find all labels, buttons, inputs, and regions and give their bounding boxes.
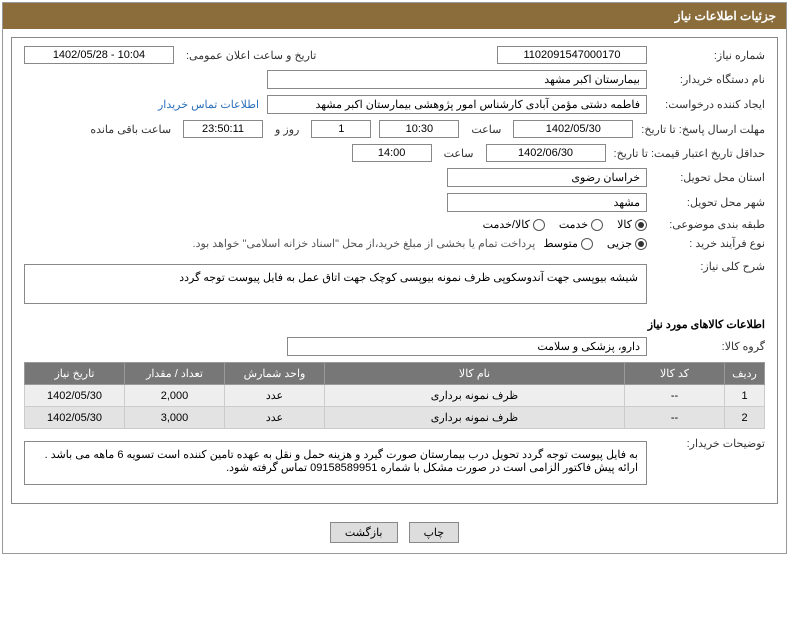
th-unit: واحد شمارش bbox=[225, 363, 325, 385]
table-row: 2--ظرف نمونه برداریعدد3,0001402/05/30 bbox=[25, 407, 765, 429]
th-date: تاریخ نیاز bbox=[25, 363, 125, 385]
table-cell: 2 bbox=[725, 407, 765, 429]
page-title: جزئیات اطلاعات نیاز bbox=[675, 9, 776, 23]
th-name: نام کالا bbox=[325, 363, 625, 385]
th-code: کد کالا bbox=[625, 363, 725, 385]
requester-label: ایجاد کننده درخواست: bbox=[655, 98, 765, 111]
content-panel: شماره نیاز: 1102091547000170 تاریخ و ساع… bbox=[11, 37, 778, 504]
group-label: گروه کالا: bbox=[655, 340, 765, 353]
requester-field: فاطمه دشتی مؤمن آبادی کارشناس امور پژوهش… bbox=[267, 95, 647, 114]
deadline-label: مهلت ارسال پاسخ: تا تاریخ: bbox=[641, 123, 765, 136]
table-cell: -- bbox=[625, 385, 725, 407]
category-radio-group: کالا خدمت کالا/خدمت bbox=[483, 218, 647, 231]
desc-label: شرح کلی نیاز: bbox=[655, 260, 765, 273]
radio-service-icon bbox=[591, 219, 603, 231]
city-field: مشهد bbox=[447, 193, 647, 212]
days-count-field: 1 bbox=[311, 120, 371, 138]
radio-partial-label: جزیی bbox=[607, 237, 632, 250]
validity-time-field: 14:00 bbox=[352, 144, 432, 162]
city-label: شهر محل تحویل: bbox=[655, 196, 765, 209]
table-cell: عدد bbox=[225, 407, 325, 429]
radio-both-label: کالا/خدمت bbox=[483, 218, 530, 231]
table-cell: 1402/05/30 bbox=[25, 407, 125, 429]
validity-date-field: 1402/06/30 bbox=[486, 144, 606, 162]
buyer-org-field: بیمارستان اکبر مشهد bbox=[267, 70, 647, 89]
validity-label: حداقل تاریخ اعتبار قیمت: تا تاریخ: bbox=[614, 147, 765, 160]
table-cell: 1402/05/30 bbox=[25, 385, 125, 407]
time-word-1: ساعت bbox=[467, 123, 505, 136]
table-cell: 1 bbox=[725, 385, 765, 407]
remain-time-field: 23:50:11 bbox=[183, 120, 263, 138]
province-field: خراسان رضوی bbox=[447, 168, 647, 187]
page-title-bar: جزئیات اطلاعات نیاز bbox=[3, 3, 786, 29]
radio-goods[interactable]: کالا bbox=[617, 218, 647, 231]
table-cell: عدد bbox=[225, 385, 325, 407]
group-field: دارو، پزشکی و سلامت bbox=[287, 337, 647, 356]
request-no-label: شماره نیاز: bbox=[655, 49, 765, 62]
deadline-date-field: 1402/05/30 bbox=[513, 120, 633, 138]
process-label: نوع فرآیند خرید : bbox=[655, 237, 765, 250]
time-word-2: ساعت bbox=[440, 147, 478, 160]
table-cell: 3,000 bbox=[125, 407, 225, 429]
buyer-notes-text: به فایل پیوست توجه گردد تحویل درب بیمارس… bbox=[45, 449, 638, 474]
radio-medium[interactable]: متوسط bbox=[543, 237, 593, 250]
process-radio-group: جزیی متوسط bbox=[543, 237, 647, 250]
announce-label: تاریخ و ساعت اعلان عمومی: bbox=[182, 49, 320, 62]
table-header-row: ردیف کد کالا نام کالا واحد شمارش تعداد /… bbox=[25, 363, 765, 385]
desc-text: شیشه بیوپسی جهت آندوسکوپی ظرف نمونه بیوپ… bbox=[179, 272, 638, 284]
th-row: ردیف bbox=[725, 363, 765, 385]
radio-medium-icon bbox=[581, 238, 593, 250]
radio-medium-label: متوسط bbox=[543, 237, 578, 250]
process-note: پرداخت تمام یا بخشی از مبلغ خرید،از محل … bbox=[193, 237, 536, 250]
radio-partial-icon bbox=[635, 238, 647, 250]
radio-goods-icon bbox=[635, 219, 647, 231]
request-no-field: 1102091547000170 bbox=[497, 46, 647, 64]
th-qty: تعداد / مقدار bbox=[125, 363, 225, 385]
table-cell: -- bbox=[625, 407, 725, 429]
print-button[interactable]: چاپ bbox=[409, 522, 460, 543]
table-cell: ظرف نمونه برداری bbox=[325, 385, 625, 407]
deadline-time-field: 10:30 bbox=[379, 120, 459, 138]
buyer-org-label: نام دستگاه خریدار: bbox=[655, 73, 765, 86]
radio-service-label: خدمت bbox=[559, 218, 588, 231]
table-cell: ظرف نمونه برداری bbox=[325, 407, 625, 429]
contact-link[interactable]: اطلاعات تماس خریدار bbox=[158, 98, 259, 111]
buyer-notes-label: توضیحات خریدار: bbox=[655, 437, 765, 450]
table-cell: 2,000 bbox=[125, 385, 225, 407]
radio-both-icon bbox=[533, 219, 545, 231]
items-table: ردیف کد کالا نام کالا واحد شمارش تعداد /… bbox=[24, 362, 765, 429]
radio-goods-label: کالا bbox=[617, 218, 632, 231]
table-row: 1--ظرف نمونه برداریعدد2,0001402/05/30 bbox=[25, 385, 765, 407]
radio-partial[interactable]: جزیی bbox=[607, 237, 647, 250]
province-label: استان محل تحویل: bbox=[655, 171, 765, 184]
radio-service[interactable]: خدمت bbox=[559, 218, 603, 231]
back-button[interactable]: بازگشت bbox=[330, 522, 398, 543]
days-word: روز و bbox=[271, 123, 303, 136]
remain-word: ساعت باقی مانده bbox=[86, 123, 175, 136]
desc-box: شیشه بیوپسی جهت آندوسکوپی ظرف نمونه بیوپ… bbox=[24, 264, 647, 304]
buyer-notes-box: به فایل پیوست توجه گردد تحویل درب بیمارس… bbox=[24, 441, 647, 485]
radio-both[interactable]: کالا/خدمت bbox=[483, 218, 545, 231]
category-label: طبقه بندی موضوعی: bbox=[655, 218, 765, 231]
announce-field: 1402/05/28 - 10:04 bbox=[24, 46, 174, 64]
footer-buttons: چاپ بازگشت bbox=[3, 512, 786, 553]
main-container: جزئیات اطلاعات نیاز شماره نیاز: 11020915… bbox=[2, 2, 787, 554]
items-section-title: اطلاعات کالاهای مورد نیاز bbox=[24, 318, 765, 331]
